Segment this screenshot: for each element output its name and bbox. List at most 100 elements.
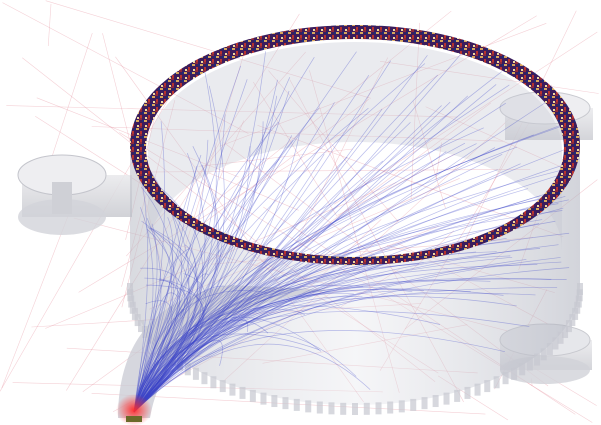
ray	[133, 284, 205, 413]
tooth	[576, 289, 583, 302]
stray-ray	[91, 393, 486, 415]
tooth	[565, 320, 572, 333]
ray	[133, 164, 220, 413]
ray	[133, 107, 320, 413]
ray	[133, 277, 552, 413]
tooth	[184, 363, 191, 376]
ray	[133, 60, 391, 413]
tooth	[129, 301, 136, 314]
ray	[133, 84, 510, 413]
ray	[133, 55, 428, 413]
ray	[133, 102, 335, 413]
tooth	[134, 314, 141, 327]
source	[126, 416, 142, 422]
ray	[133, 223, 540, 413]
ray	[133, 280, 491, 413]
ray	[133, 267, 570, 413]
tooth	[271, 395, 278, 408]
tooth	[305, 400, 312, 413]
ray	[133, 134, 534, 413]
tooth	[410, 398, 417, 411]
tooth	[432, 395, 439, 408]
stray-ray	[257, 125, 564, 238]
tooth	[340, 402, 347, 415]
ray	[133, 287, 413, 413]
stray-ray	[425, 106, 565, 169]
ray	[133, 148, 567, 413]
ray	[133, 210, 563, 413]
ray	[133, 278, 567, 413]
ray	[133, 264, 538, 413]
tooth	[375, 402, 382, 415]
ray	[133, 203, 559, 413]
light-guide	[118, 285, 330, 418]
ray	[133, 308, 183, 413]
stray-ray	[45, 0, 371, 99]
tooth	[454, 389, 461, 402]
tooth	[138, 320, 145, 333]
ray	[133, 154, 325, 413]
ray	[133, 135, 293, 413]
tooth	[574, 301, 581, 314]
stray-ray	[334, 31, 598, 205]
ray	[133, 255, 511, 413]
ray	[133, 309, 305, 413]
tooth	[493, 376, 500, 389]
ray	[133, 273, 207, 413]
ray	[133, 284, 364, 413]
ray	[133, 146, 251, 413]
ray	[133, 160, 384, 413]
ring-outer-wall	[130, 145, 580, 405]
ray	[133, 279, 181, 413]
tooth	[443, 392, 450, 405]
ray	[133, 194, 558, 413]
ray	[133, 309, 205, 413]
tooth	[546, 343, 553, 355]
ray	[133, 95, 469, 413]
ray	[133, 51, 266, 413]
mount-bottom	[18, 199, 106, 235]
ray	[133, 156, 348, 413]
ray	[133, 158, 280, 413]
stray-ray	[219, 23, 547, 147]
stray-ray	[253, 81, 338, 217]
stray-ray	[298, 57, 389, 238]
tooth	[421, 397, 428, 410]
ray	[133, 108, 383, 413]
ray	[133, 199, 569, 413]
ray	[133, 223, 158, 413]
ray	[133, 143, 477, 413]
ray	[133, 121, 279, 413]
ray	[133, 188, 562, 413]
stray-ray	[199, 98, 370, 227]
tooth	[316, 401, 323, 414]
ray	[133, 151, 447, 413]
ray	[133, 196, 555, 413]
tooth	[387, 401, 394, 414]
ray	[133, 296, 363, 413]
stray-ray	[435, 142, 442, 180]
tooth	[540, 348, 547, 361]
ray	[133, 85, 225, 413]
tooth	[511, 367, 518, 380]
ray	[133, 319, 249, 413]
ring-inner-wall	[148, 42, 562, 250]
ray	[133, 95, 278, 413]
ray	[133, 169, 149, 413]
tooth	[484, 380, 491, 393]
tooth	[127, 289, 134, 302]
ray	[133, 63, 426, 413]
ray	[133, 305, 441, 413]
ray	[133, 163, 521, 413]
ray	[133, 101, 451, 413]
ray	[133, 154, 503, 413]
ray	[133, 227, 202, 413]
ray	[133, 292, 178, 413]
stray-ray	[2, 2, 249, 134]
ray	[133, 228, 179, 413]
ray	[133, 139, 209, 413]
ray	[133, 65, 242, 413]
ray	[133, 167, 571, 413]
ray	[133, 121, 165, 413]
